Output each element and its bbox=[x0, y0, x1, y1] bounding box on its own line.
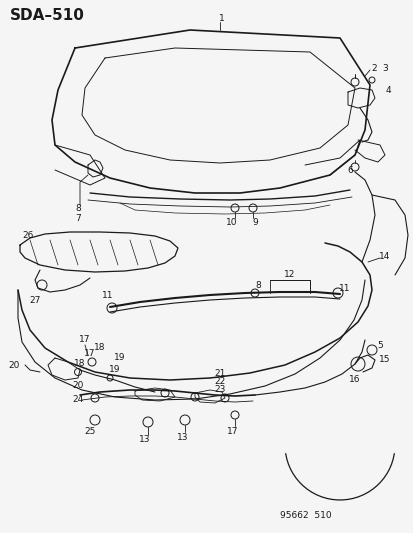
Text: 5: 5 bbox=[376, 341, 382, 350]
Text: 6: 6 bbox=[346, 166, 352, 174]
Text: 13: 13 bbox=[177, 432, 188, 441]
Text: 11: 11 bbox=[338, 284, 350, 293]
Text: 11: 11 bbox=[102, 290, 114, 300]
Text: 13: 13 bbox=[139, 435, 150, 445]
Text: 1: 1 bbox=[218, 13, 224, 22]
Text: 24: 24 bbox=[72, 395, 83, 405]
Text: SDA–510: SDA–510 bbox=[10, 8, 85, 23]
Text: 18: 18 bbox=[94, 343, 105, 351]
Text: 18: 18 bbox=[74, 359, 85, 367]
Text: 27: 27 bbox=[29, 295, 40, 304]
Text: 17: 17 bbox=[84, 349, 95, 358]
Text: 16: 16 bbox=[349, 376, 360, 384]
Text: 10: 10 bbox=[225, 217, 237, 227]
Text: 14: 14 bbox=[378, 252, 390, 261]
Text: 20: 20 bbox=[9, 360, 20, 369]
Text: 17: 17 bbox=[79, 335, 90, 344]
Text: 19: 19 bbox=[114, 353, 126, 362]
Text: 7: 7 bbox=[75, 214, 81, 222]
Text: 20: 20 bbox=[72, 381, 83, 390]
Text: 3: 3 bbox=[381, 63, 387, 72]
Text: 17: 17 bbox=[227, 427, 238, 437]
Text: 23: 23 bbox=[214, 385, 225, 394]
Text: 9: 9 bbox=[252, 217, 257, 227]
Text: 25: 25 bbox=[84, 427, 95, 437]
Text: 95662  510: 95662 510 bbox=[279, 511, 331, 520]
Text: 8: 8 bbox=[75, 204, 81, 213]
Text: 21: 21 bbox=[214, 368, 225, 377]
Text: 26: 26 bbox=[22, 230, 33, 239]
Text: 2: 2 bbox=[370, 63, 376, 72]
Text: 8: 8 bbox=[254, 280, 260, 289]
Text: 15: 15 bbox=[378, 356, 390, 365]
Text: 12: 12 bbox=[284, 270, 295, 279]
Text: 22: 22 bbox=[214, 377, 225, 386]
Text: 4: 4 bbox=[384, 85, 390, 94]
Text: 19: 19 bbox=[109, 366, 121, 375]
